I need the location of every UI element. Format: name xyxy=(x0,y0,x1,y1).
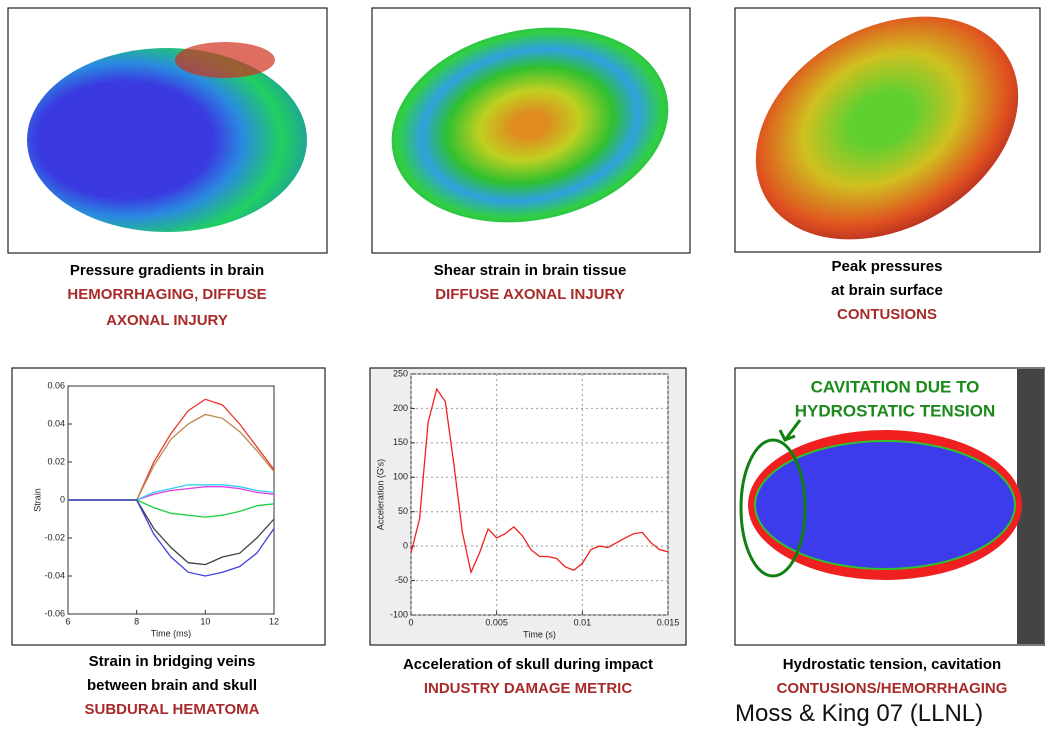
credit: Moss & King 07 (LLNL) xyxy=(735,700,983,728)
y-tick-label: 150 xyxy=(393,437,408,447)
caption-line: at brain surface xyxy=(717,282,1045,299)
y-tick-label: 0.02 xyxy=(47,456,65,466)
x-axis-label: Time (ms) xyxy=(151,628,191,638)
injury-label: SUBDURAL HEMATOMA xyxy=(2,701,342,718)
y-tick-label: 50 xyxy=(398,506,408,516)
injury-label: CONTUSIONS/HEMORRHAGING xyxy=(722,680,1045,697)
caption-line: Shear strain in brain tissue xyxy=(360,262,700,279)
caption-line: Strain in bridging veins xyxy=(2,653,342,670)
y-tick-label: -0.02 xyxy=(44,532,65,542)
brain-pressure xyxy=(27,48,307,232)
caption-line: between brain and skull xyxy=(2,677,342,694)
y-tick-label: -0.04 xyxy=(44,570,65,580)
plot-area xyxy=(411,374,668,615)
caption-line: Pressure gradients in brain xyxy=(0,262,337,279)
injury-label: DIFFUSE AXONAL INJURY xyxy=(360,286,700,303)
caption-line: Acceleration of skull during impact xyxy=(358,656,698,673)
x-axis-label: Time (s) xyxy=(523,629,556,639)
x-tick-label: 6 xyxy=(65,616,70,626)
caption-line: Peak pressures xyxy=(717,258,1045,275)
injury-label: HEMORRHAGING, DIFFUSE xyxy=(0,286,337,303)
x-tick-label: 12 xyxy=(269,616,279,626)
injury-label: CONTUSIONS xyxy=(717,306,1045,323)
y-tick-label: -0.06 xyxy=(44,608,65,618)
y-tick-label: 250 xyxy=(393,368,408,378)
injury-label: AXONAL INJURY xyxy=(0,312,337,329)
y-tick-label: -100 xyxy=(390,609,408,619)
image-label: HYDROSTATIC TENSION xyxy=(795,401,996,420)
page: CAVITATION DUE TO HYDROSTATIC TENSION -0… xyxy=(0,0,1045,744)
y-tick-label: 100 xyxy=(393,472,408,482)
y-tick-label: 0 xyxy=(403,541,408,551)
x-tick-label: 10 xyxy=(200,616,210,626)
y-tick-label: 0 xyxy=(60,494,65,504)
image-label: CAVITATION DUE TO xyxy=(811,377,980,396)
brain-hotspot xyxy=(175,42,275,78)
y-axis-label: Strain xyxy=(32,488,42,512)
x-tick-label: 0.005 xyxy=(485,617,508,627)
figure: CAVITATION DUE TO HYDROSTATIC TENSION -0… xyxy=(0,0,1045,744)
y-tick-label: 200 xyxy=(393,403,408,413)
y-tick-label: -50 xyxy=(395,575,408,585)
y-tick-label: 0.06 xyxy=(47,380,65,390)
caption-line: Hydrostatic tension, cavitation xyxy=(722,656,1045,673)
y-tick-label: 0.04 xyxy=(47,418,65,428)
x-tick-label: 0.015 xyxy=(657,617,680,627)
y-axis-label: Acceleration (G's) xyxy=(375,459,385,530)
x-tick-label: 8 xyxy=(134,616,139,626)
injury-label: INDUSTRY DAMAGE METRIC xyxy=(358,680,698,697)
cavitation-core xyxy=(755,441,1015,569)
x-tick-label: 0 xyxy=(408,617,413,627)
x-tick-label: 0.01 xyxy=(574,617,592,627)
